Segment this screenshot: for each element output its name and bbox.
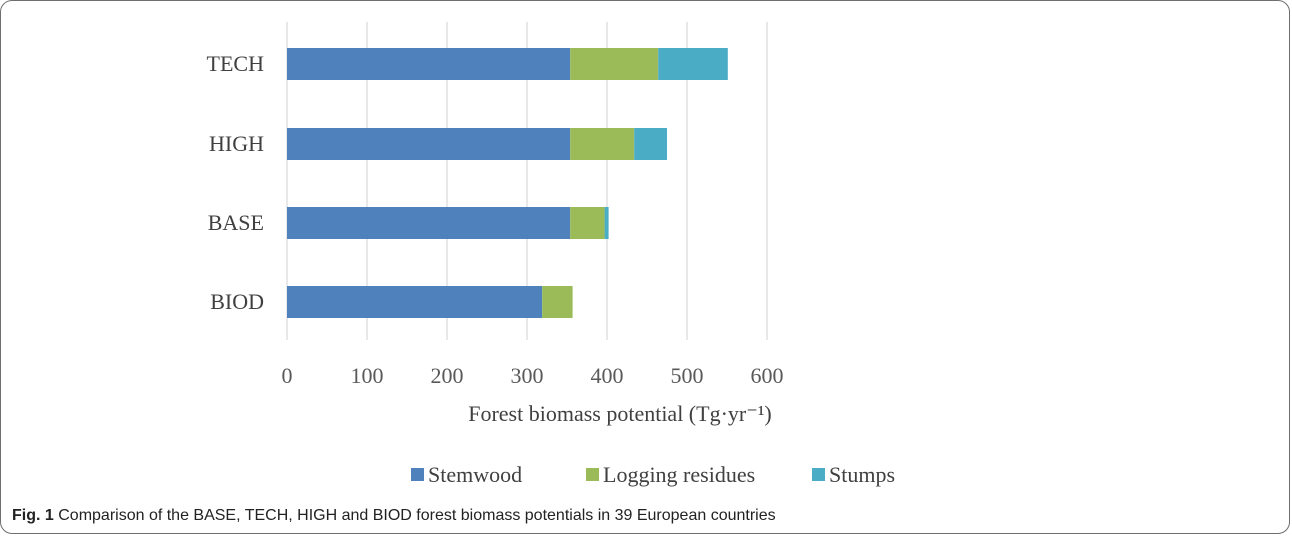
legend-swatch — [812, 468, 825, 481]
bar-segment — [287, 207, 571, 239]
x-tick-label: 300 — [511, 363, 544, 388]
legend-label: Stemwood — [428, 462, 522, 487]
stacked-bar-chart: TECH HIGH BASE BIOD 0 100 200 300 400 500 600 For… — [207, 22, 895, 487]
legend: Stemwood Logging residues Stumps — [411, 462, 895, 487]
x-tick-label: 500 — [671, 363, 704, 388]
caption-text: Comparison of the BASE, TECH, HIGH and B… — [58, 507, 776, 524]
y-category-label: BIOD — [210, 289, 264, 314]
x-tick-label: 200 — [431, 363, 464, 388]
legend-item: Logging residues — [586, 462, 755, 487]
y-category-label: TECH — [207, 51, 265, 76]
x-tick-label: 600 — [751, 363, 784, 388]
y-category-label: BASE — [208, 210, 264, 235]
legend-label: Stumps — [829, 462, 895, 487]
legend-item: Stemwood — [411, 462, 522, 487]
x-tick-label: 400 — [591, 363, 624, 388]
figure-caption: Fig. 1 Comparison of the BASE, TECH, HIG… — [12, 507, 776, 525]
x-tick-label: 100 — [351, 363, 384, 388]
bar-segment — [287, 286, 543, 318]
legend-swatch — [411, 468, 424, 481]
bar-segment — [570, 207, 605, 239]
bars — [287, 48, 728, 318]
y-axis-labels: TECH HIGH BASE BIOD — [207, 51, 265, 314]
x-tick-label: 0 — [282, 363, 293, 388]
legend-swatch — [586, 468, 599, 481]
legend-label: Logging residues — [603, 462, 755, 487]
bar-segment — [658, 48, 728, 80]
bar-segment — [604, 207, 609, 239]
legend-item: Stumps — [812, 462, 895, 487]
bar-segment — [287, 48, 571, 80]
caption-label: Fig. 1 — [12, 507, 54, 524]
bar-segment — [542, 286, 573, 318]
bar-segment — [634, 128, 667, 160]
bar-segment — [287, 128, 571, 160]
bar-segment — [570, 128, 635, 160]
bar-segment — [570, 48, 659, 80]
x-axis-title: Forest biomass potential (Tg·yr⁻¹) — [468, 401, 772, 426]
y-category-label: HIGH — [209, 131, 264, 156]
x-axis-ticks: 0 100 200 300 400 500 600 — [282, 363, 784, 388]
